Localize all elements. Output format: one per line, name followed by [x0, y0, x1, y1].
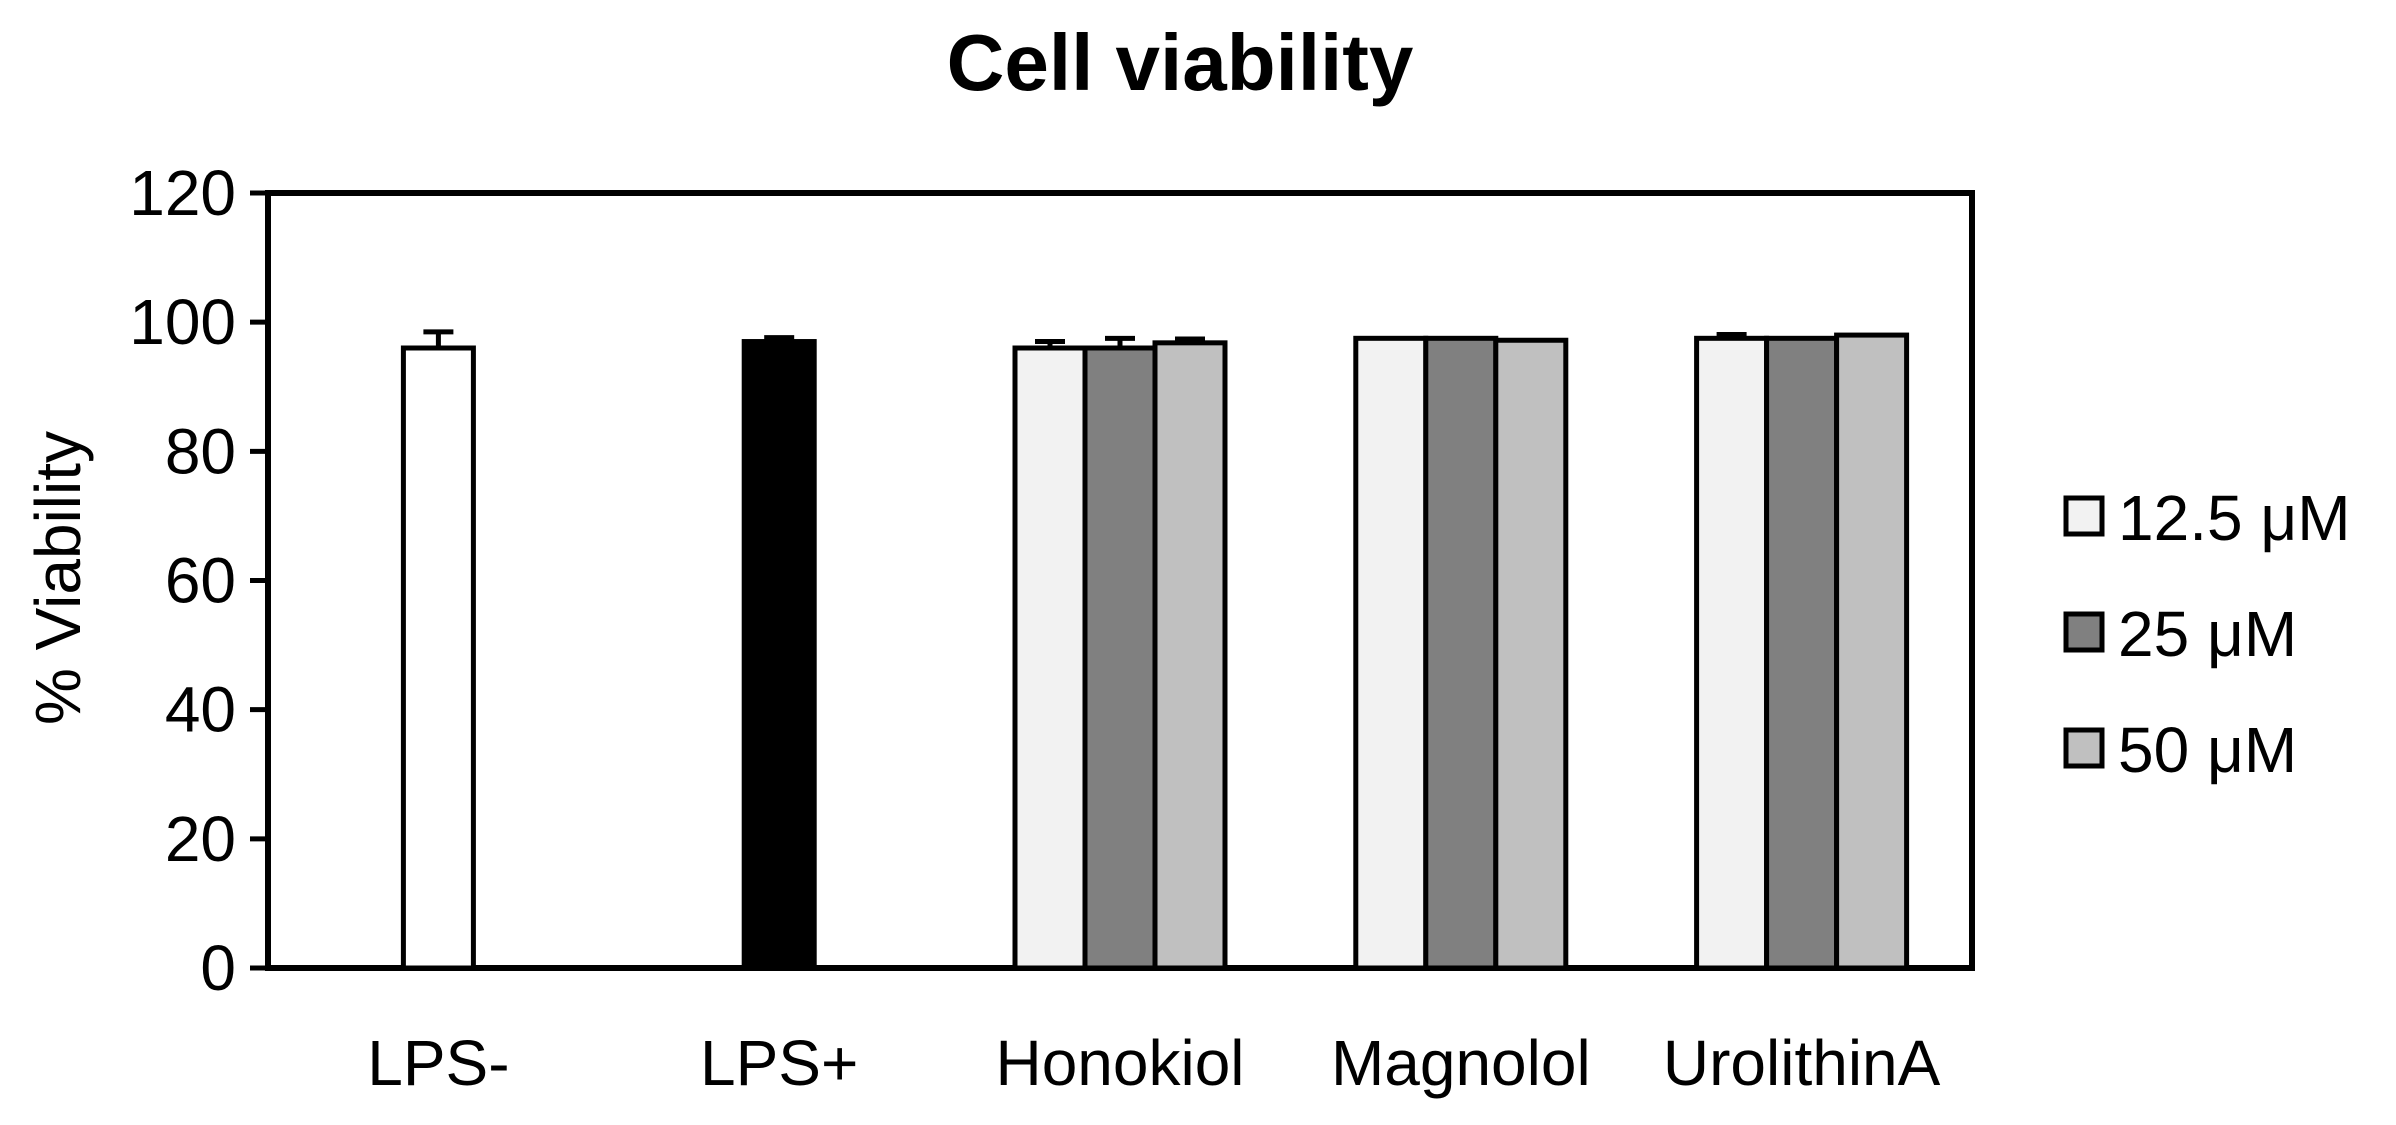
- bar-honokiol-50M: [1152, 340, 1228, 971]
- plot-area: 0 20 40 60 80 100 120 LPS- LPS+ Honokiol Magnolol U…: [129, 157, 1975, 1099]
- y-axis-label: % Viability: [22, 431, 94, 725]
- legend-label: 50 μM: [2118, 714, 2297, 786]
- x-tick-label: Magnolol: [1331, 1027, 1591, 1099]
- y-tick-label: 80: [165, 415, 236, 487]
- legend: 12.5 μM 25 μM 50 μM: [2063, 482, 2351, 786]
- bar-lps-: [741, 339, 817, 971]
- bar-magnolol-50M: [1493, 337, 1569, 971]
- y-tick-label: 120: [129, 157, 236, 229]
- bar-urolithina-50M: [1834, 332, 1910, 971]
- y-tick-label: 20: [165, 803, 236, 875]
- y-tick-label: 60: [165, 545, 236, 617]
- y-tick-label: 0: [200, 932, 236, 1004]
- legend-swatch: [2063, 611, 2105, 653]
- x-tick-label: LPS-: [367, 1027, 509, 1099]
- bar-urolithina-25M: [1764, 335, 1840, 971]
- chart-title: Cell viability: [947, 18, 1414, 107]
- bar-lps-: [400, 345, 476, 971]
- x-tick-label: LPS+: [700, 1027, 858, 1099]
- x-tick-label: Honokiol: [995, 1027, 1244, 1099]
- y-tick-label: 100: [129, 286, 236, 358]
- bar-honokiol-12-5M: [1012, 345, 1088, 971]
- x-tick-label: UrolithinA: [1663, 1027, 1941, 1099]
- legend-swatch: [2063, 727, 2105, 769]
- bar-urolithina-12-5M: [1694, 335, 1770, 971]
- bar-honokiol-25M: [1082, 345, 1158, 971]
- bar-magnolol-12-5M: [1353, 335, 1429, 971]
- legend-label: 25 μM: [2118, 598, 2297, 670]
- bar-magnolol-25M: [1423, 335, 1499, 971]
- y-tick-label: 40: [165, 674, 236, 746]
- legend-label: 12.5 μM: [2118, 482, 2351, 554]
- legend-swatch: [2063, 495, 2105, 537]
